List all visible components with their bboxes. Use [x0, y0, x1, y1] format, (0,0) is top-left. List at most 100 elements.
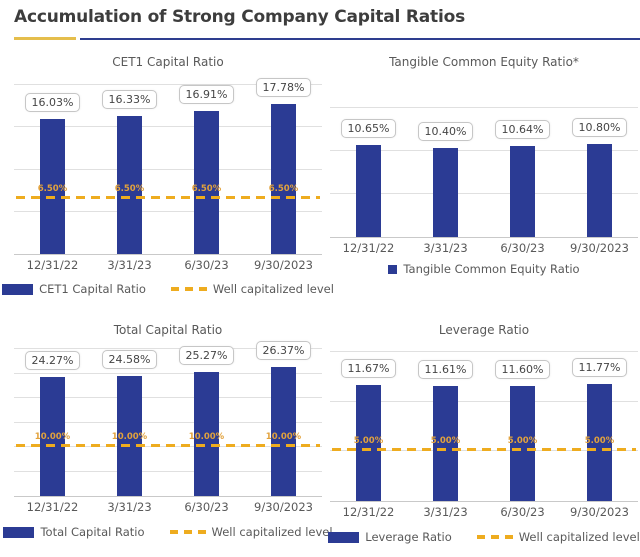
legend-dash-swatch-icon — [169, 530, 206, 534]
bar — [433, 147, 458, 237]
bars-row: 10.65% 10.40% 10.64% 10.80% — [330, 108, 638, 237]
x-axis-tick-label: 6/30/23 — [184, 258, 229, 272]
bar — [117, 116, 142, 254]
well-capitalized-dashed-line — [16, 444, 320, 447]
bar-slot: 24.27% 10.00% — [14, 349, 91, 496]
well-capitalized-value-label: 5.00% — [507, 436, 538, 447]
legend-label: CET1 Capital Ratio — [39, 282, 146, 296]
x-axis-tick-label: 9/30/2023 — [570, 505, 629, 519]
x-axis-tick-label: 3/31/23 — [107, 500, 152, 514]
chart-title: Leverage Ratio — [438, 323, 530, 337]
gridline — [330, 351, 638, 352]
data-label-callout: 16.91% — [178, 85, 235, 105]
well-capitalized-value-label: 5.00% — [430, 436, 461, 447]
bar — [510, 385, 535, 501]
data-label-callout: 11.77% — [571, 358, 628, 378]
bars-row: 24.27% 10.00% 24.58% 10.00% 25.27% 10.00% 26.3… — [14, 340, 322, 496]
data-label-callout: 25.27% — [178, 346, 235, 366]
well-capitalized-value-label: 10.00% — [188, 432, 225, 443]
legend-bar-swatch-icon — [328, 531, 360, 543]
data-label-callout: 11.60% — [494, 359, 551, 379]
data-label-callout: 17.78% — [255, 77, 312, 97]
well-capitalized-value-label: 10.00% — [111, 432, 148, 443]
gridline — [14, 126, 322, 128]
bar — [40, 118, 65, 254]
data-label-callout: 24.27% — [24, 351, 81, 371]
well-capitalized-value-label: 5.00% — [353, 436, 384, 447]
legend-label: Well capitalized level — [518, 530, 640, 544]
x-axis-tick-label: 12/31/22 — [342, 241, 395, 255]
gridline — [14, 397, 322, 398]
title-underline-gold — [14, 37, 76, 40]
legend-label: Well capitalized level — [212, 282, 334, 296]
bar — [271, 366, 296, 496]
bar — [356, 385, 381, 501]
bar — [433, 385, 458, 501]
x-axis-tick-label: 3/31/23 — [423, 505, 468, 519]
legend-label: Well capitalized level — [211, 525, 333, 539]
legend-item: Well capitalized level — [169, 525, 333, 539]
well-capitalized-value-label: 6.50% — [191, 184, 222, 195]
chart-title: Tangible Common Equity Ratio* — [389, 55, 579, 69]
legend-dash-swatch-icon — [476, 535, 513, 539]
bar-slot: 10.64% — [484, 108, 561, 237]
chart-title: Total Capital Ratio — [113, 323, 223, 337]
data-label-callout: 10.80% — [571, 118, 628, 138]
x-axis-labels: 12/31/22 3/31/23 6/30/23 9/30/2023 — [330, 505, 638, 519]
x-axis-tick-label: 6/30/23 — [500, 241, 545, 255]
well-capitalized-value-label: 5.00% — [584, 436, 615, 447]
bar-slot: 11.60% 5.00% — [484, 352, 561, 501]
bar — [40, 377, 65, 496]
bar-slot: 11.77% 5.00% — [561, 352, 638, 501]
well-capitalized-value-label: 6.50% — [37, 184, 68, 195]
well-capitalized-value-label: 10.00% — [34, 432, 71, 443]
bar — [117, 375, 142, 496]
bar-slot: 16.91% 6.50% — [168, 85, 245, 254]
chart-leverage-ratio: Leverage Ratio 11.67% 5.00% 11.61% 5.00% 11.6… — [328, 323, 640, 557]
bar — [587, 384, 612, 501]
bar-slot: 24.58% 10.00% — [91, 349, 168, 496]
x-axis-tick-label: 9/30/2023 — [254, 258, 313, 272]
legend-item: Total Capital Ratio — [3, 525, 145, 539]
data-label-callout: 11.67% — [340, 359, 397, 379]
bar-slot: 26.37% 10.00% — [245, 340, 322, 496]
bar — [587, 144, 612, 237]
bar-slot: 10.40% — [407, 108, 484, 237]
chart-cet1-capital-ratio: CET1 Capital Ratio 16.03% 6.50% 16.33% 6.50%… — [2, 55, 334, 315]
data-label-callout: 16.33% — [101, 90, 158, 110]
bar — [510, 145, 535, 237]
bars-row: 16.03% 6.50% 16.33% 6.50% 16.91% 6.50% 17.78% 6… — [14, 77, 322, 254]
x-axis-labels: 12/31/22 3/31/23 6/30/23 9/30/2023 — [330, 241, 638, 255]
well-capitalized-value-label: 6.50% — [268, 184, 299, 195]
gridline — [14, 372, 322, 374]
data-label-callout: 10.40% — [417, 121, 474, 141]
bar-slot: 16.33% 6.50% — [91, 85, 168, 254]
legend: Tangible Common Equity Ratio — [330, 262, 638, 276]
x-axis-tick-label: 6/30/23 — [184, 500, 229, 514]
bar-slot: 10.80% — [561, 108, 638, 237]
bar-slot: 11.67% 5.00% — [330, 352, 407, 501]
legend-item: Well capitalized level — [476, 530, 640, 544]
legend: Total Capital Ratio Well capitalized leve… — [3, 525, 333, 539]
data-label-callout: 10.64% — [494, 119, 551, 139]
x-axis-tick-label: 12/31/22 — [26, 258, 79, 272]
data-label-callout: 26.37% — [255, 340, 312, 360]
legend-bar-swatch-icon — [2, 283, 34, 295]
gridline — [330, 193, 638, 194]
bar-slot: 25.27% 10.00% — [168, 346, 245, 496]
x-axis-tick-label: 3/31/23 — [423, 241, 468, 255]
legend-label: Total Capital Ratio — [40, 525, 145, 539]
legend-item: Well capitalized level — [170, 282, 334, 296]
gridline — [14, 168, 322, 170]
title-underline-navy — [80, 38, 640, 40]
legend-item: CET1 Capital Ratio — [2, 282, 146, 296]
well-capitalized-dashed-line — [16, 196, 320, 200]
legend: Leverage Ratio Well capitalized level — [328, 530, 640, 544]
bar-slot: 10.65% — [330, 108, 407, 237]
plot-area: 10.65% 10.40% 10.64% 10.80% — [330, 107, 638, 238]
legend-item: Leverage Ratio — [328, 530, 452, 544]
bars-row: 11.67% 5.00% 11.61% 5.00% 11.60% 5.00% 11.77% 5… — [330, 352, 638, 501]
legend-label: Leverage Ratio — [365, 530, 452, 544]
gridline — [330, 107, 638, 108]
